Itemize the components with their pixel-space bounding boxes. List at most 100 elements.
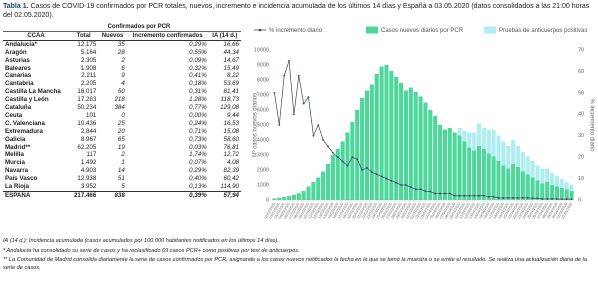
table-cell: 3.952 bbox=[80, 183, 97, 191]
table-cell: 0,73% bbox=[189, 135, 207, 143]
table-row: Madrid** 62.205 19 0,03% 76,81 bbox=[3, 144, 241, 152]
caption: Tabla 1. Casos de COVID-19 confirmados p… bbox=[3, 2, 593, 20]
table-cell: 12.175 bbox=[77, 40, 97, 48]
line-marker bbox=[385, 177, 388, 180]
bar bbox=[511, 164, 516, 200]
line-marker bbox=[546, 198, 549, 200]
bar bbox=[545, 168, 550, 182]
table-cell: País Vasco bbox=[5, 175, 38, 183]
line-marker bbox=[409, 186, 412, 189]
line-marker bbox=[414, 188, 417, 191]
bar bbox=[486, 129, 491, 154]
bar bbox=[491, 156, 496, 200]
bar bbox=[511, 140, 516, 164]
table-cell: ESPAÑA bbox=[3, 190, 70, 200]
y-tick-label: 9000 bbox=[257, 62, 269, 68]
table-cell: Asturias bbox=[5, 56, 30, 64]
chart: 0100020003000400050006000700080009000100… bbox=[252, 26, 594, 220]
table-cell: 0,29% bbox=[189, 40, 207, 48]
bar bbox=[399, 83, 404, 200]
bar bbox=[569, 191, 574, 200]
bar bbox=[325, 164, 331, 200]
y-tick-label: 7000 bbox=[257, 92, 269, 98]
table-cell: 0,24% bbox=[189, 119, 207, 127]
bar bbox=[535, 165, 540, 181]
legend-label: % incremento diario bbox=[269, 28, 323, 34]
bar bbox=[272, 198, 277, 200]
bar bbox=[287, 196, 292, 200]
table-cell: Murcia bbox=[5, 159, 25, 167]
y2-tick-label: 30 bbox=[578, 133, 584, 139]
legend-swatch bbox=[258, 28, 262, 32]
table-cell: 1.908 bbox=[80, 64, 97, 72]
table-row: C. Valenciana 10.436 25 0,24% 16,53 bbox=[3, 120, 241, 128]
table-cell: 217.466 bbox=[69, 190, 99, 200]
table-cell: 44,34 bbox=[223, 48, 239, 56]
bar bbox=[330, 155, 335, 200]
line-marker bbox=[497, 196, 500, 199]
table-cell: 53,69 bbox=[223, 80, 239, 88]
table-cell: 81,41 bbox=[223, 88, 239, 96]
table-row: La Rioja 3.952 5 0,13% 114,90 bbox=[3, 183, 241, 191]
y-tick-label: 2000 bbox=[257, 167, 269, 173]
total-row: ESPAÑA 217.466 838 0,39% 57,94 bbox=[3, 190, 241, 200]
bar bbox=[413, 92, 418, 200]
bar bbox=[569, 185, 574, 191]
bar bbox=[296, 193, 301, 200]
y-tick-label: 5000 bbox=[257, 122, 269, 128]
table-cell: 0,40% bbox=[189, 175, 207, 183]
line-marker bbox=[390, 179, 393, 182]
bar bbox=[355, 110, 360, 200]
line-marker bbox=[526, 196, 529, 199]
table-cell: Cataluña bbox=[5, 104, 32, 112]
table-cell: 117 bbox=[86, 151, 97, 159]
line-marker bbox=[536, 197, 539, 200]
bar bbox=[559, 179, 564, 188]
bar bbox=[340, 141, 345, 200]
table-cell: 1 bbox=[121, 159, 125, 167]
caption-label: Tabla 1. bbox=[3, 3, 29, 10]
y-tick-label: 4000 bbox=[257, 137, 269, 143]
bar bbox=[515, 167, 521, 200]
table-cell: 25 bbox=[117, 119, 125, 127]
bar bbox=[438, 125, 443, 200]
table-cell: 14,67 bbox=[223, 56, 239, 64]
table-cell: 114,90 bbox=[220, 183, 239, 191]
line-marker bbox=[531, 197, 534, 200]
table-cell: 0,18% bbox=[189, 80, 207, 88]
bar bbox=[452, 132, 457, 200]
line-marker bbox=[278, 124, 281, 126]
bar bbox=[501, 165, 506, 200]
table-cell: 82,39 bbox=[223, 167, 239, 175]
line-marker bbox=[361, 169, 364, 171]
table-cell: 0,03% bbox=[189, 143, 207, 151]
line-marker bbox=[419, 188, 422, 191]
legend-label: Pruebas de anticuerpos positivas bbox=[499, 28, 587, 34]
empty bbox=[3, 23, 70, 32]
bar bbox=[554, 186, 559, 200]
table-cell: Canarias bbox=[5, 72, 32, 80]
table-cell: 5.164 bbox=[80, 48, 97, 56]
table-cell: 0,29% bbox=[189, 167, 207, 175]
line-marker bbox=[322, 139, 325, 141]
table-cell: 15,49 bbox=[223, 64, 239, 72]
bar bbox=[316, 177, 321, 200]
table-cell: 6 bbox=[121, 64, 125, 72]
line-marker bbox=[370, 171, 373, 174]
line-marker bbox=[478, 194, 480, 197]
line-marker bbox=[502, 196, 505, 199]
bar bbox=[360, 98, 365, 200]
table-row: Castilla y León 17.283 218 1,28% 118,73 bbox=[3, 96, 241, 104]
bar bbox=[520, 152, 525, 172]
bar bbox=[408, 87, 413, 200]
bar bbox=[491, 129, 496, 157]
line-marker bbox=[366, 166, 368, 169]
bar bbox=[476, 146, 482, 200]
bar bbox=[501, 141, 506, 166]
line-marker bbox=[463, 194, 466, 197]
table-row: Baleares 1.908 6 0,32% 15,49 bbox=[3, 65, 241, 73]
table-cell: 0,07% bbox=[189, 159, 207, 167]
table-cell: 51 bbox=[117, 175, 125, 183]
table-cell: 129,08 bbox=[220, 104, 239, 112]
group-header: Confirmados por PCR bbox=[69, 23, 209, 32]
